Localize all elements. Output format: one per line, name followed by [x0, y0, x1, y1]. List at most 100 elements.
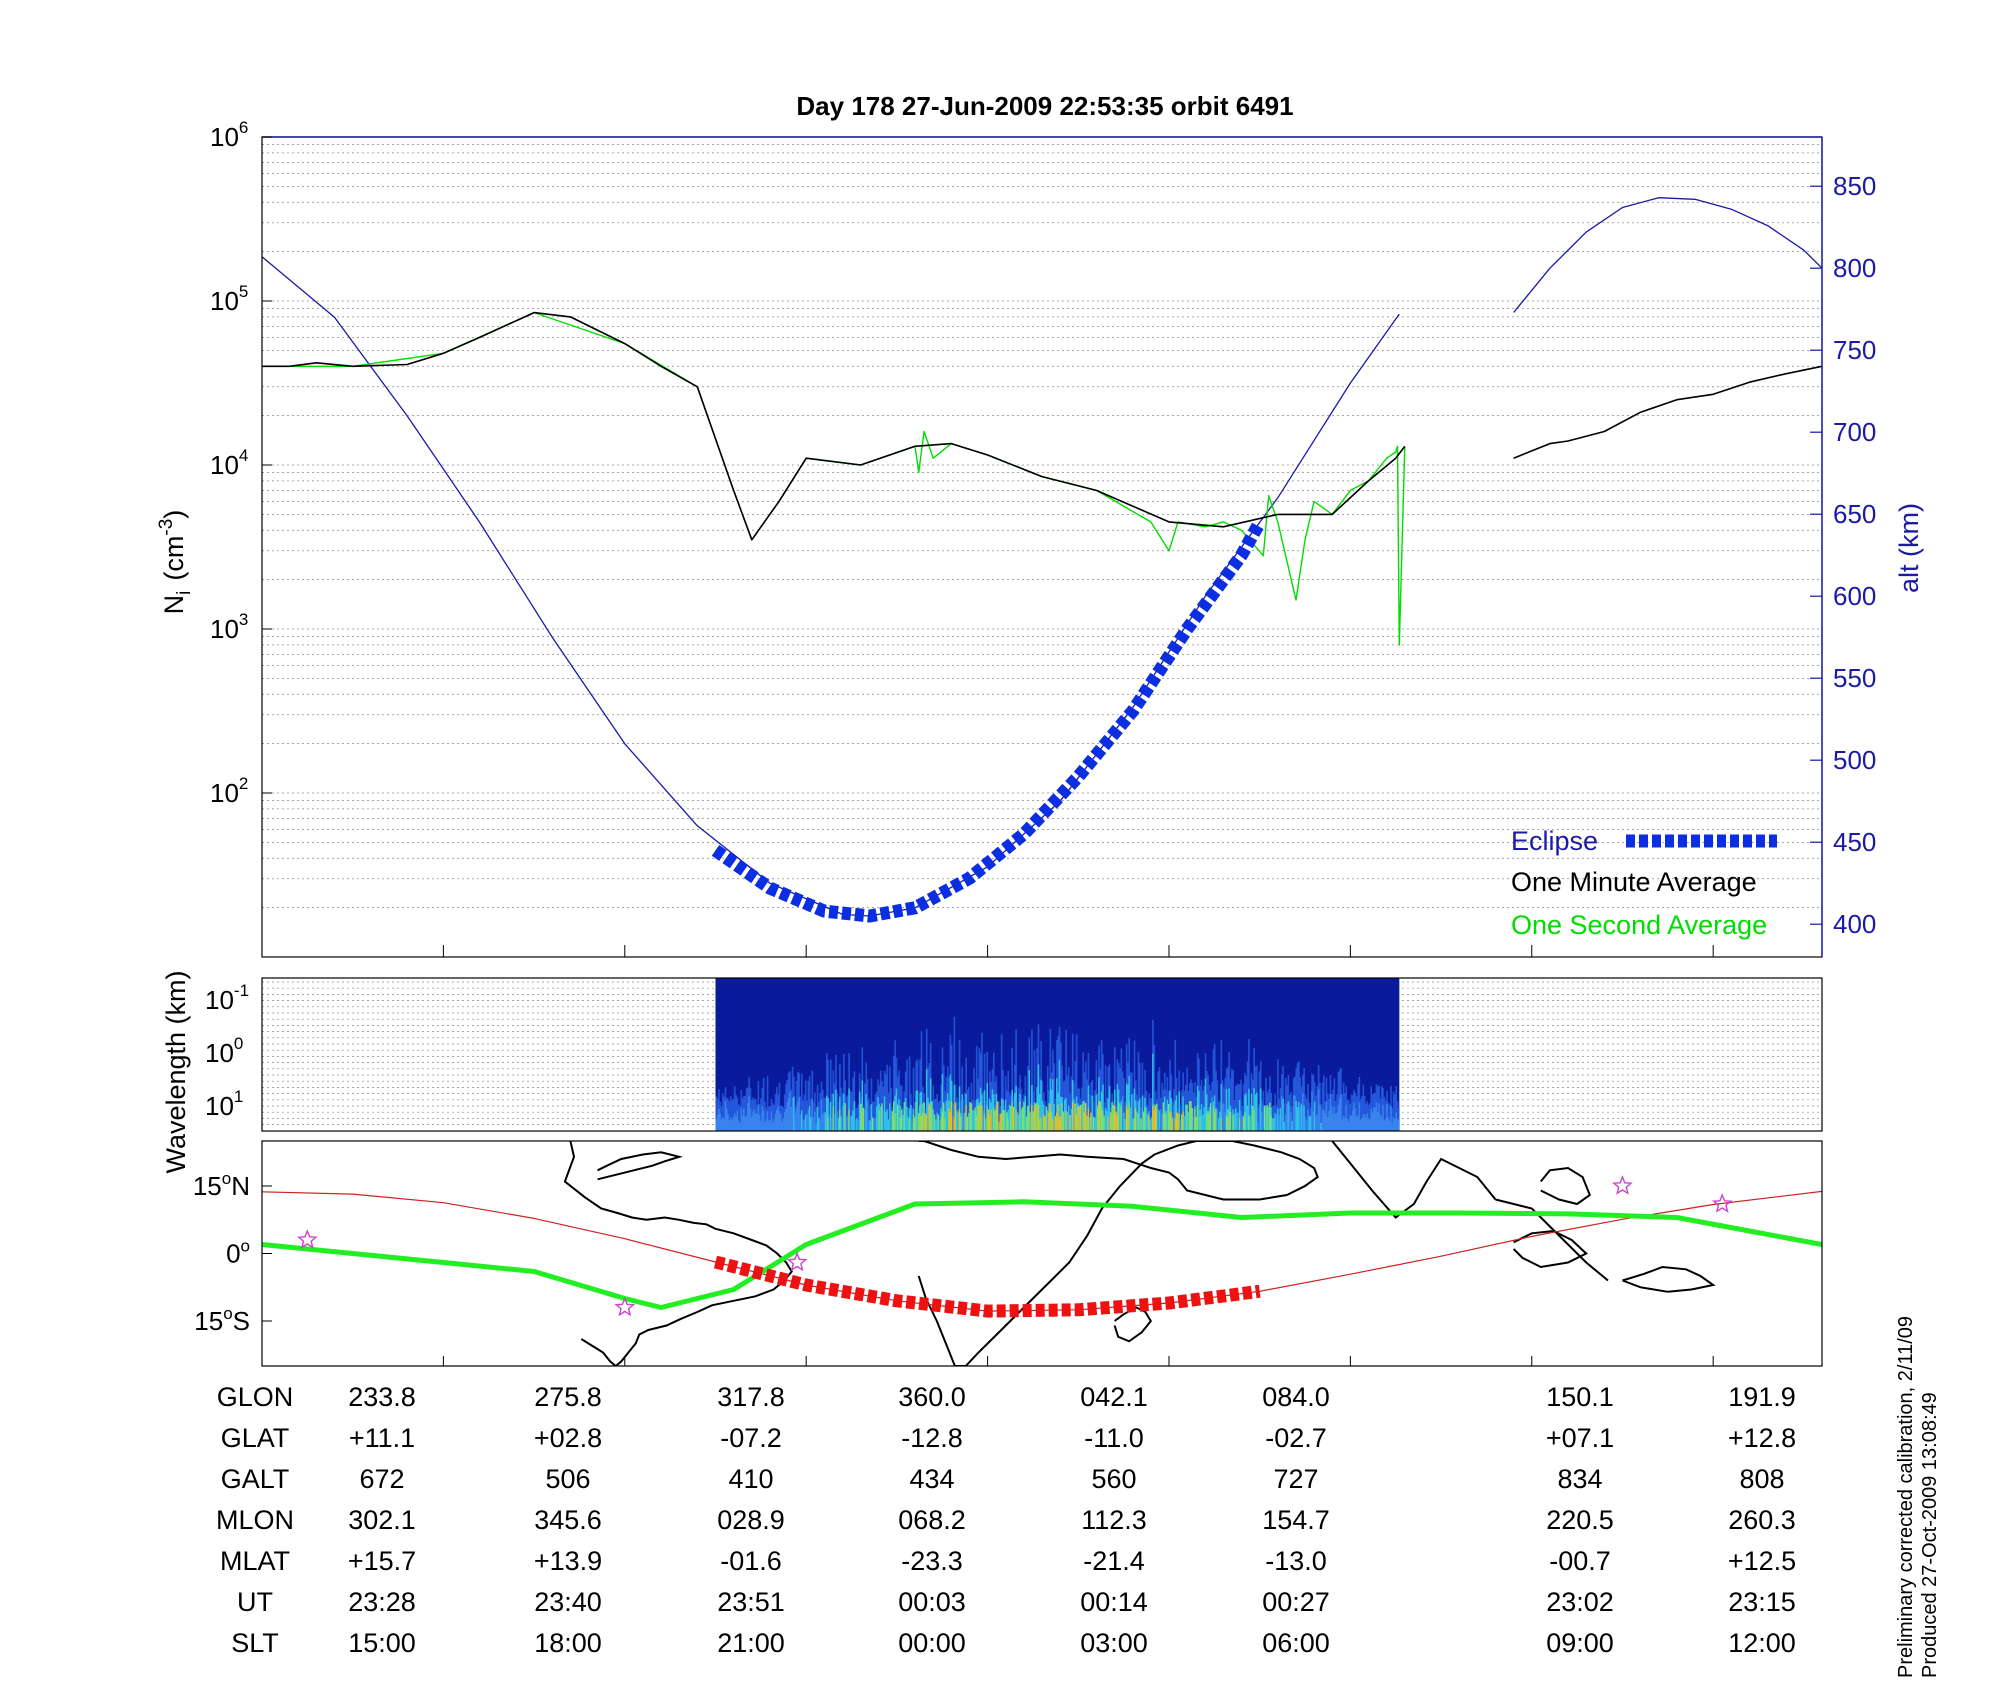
spectrogram-cell — [1132, 1118, 1134, 1131]
spectrogram-cell — [1374, 1107, 1376, 1131]
spectrogram-cell — [889, 1103, 891, 1131]
spectrogram-cell — [795, 1108, 798, 1131]
spectrogram-cell — [965, 1105, 967, 1131]
spectrogram-cell — [1296, 1062, 1299, 1131]
spectrogram-cell — [967, 1112, 970, 1131]
spectrogram-cell — [1138, 1098, 1141, 1131]
spectrogram-cell — [744, 1095, 747, 1131]
spectrogram-cell — [825, 1053, 828, 1131]
spectrogram-cell — [1170, 1111, 1173, 1131]
spectrogram-cell — [891, 1111, 894, 1131]
spectrogram-cell — [1337, 1105, 1340, 1131]
spectrogram-cell — [935, 1119, 937, 1131]
info-cell: 191.9 — [1728, 1382, 1796, 1412]
spectrogram-cell — [1358, 1102, 1361, 1131]
spectrogram-cell — [1127, 1109, 1129, 1131]
spectrogram-cell — [902, 1115, 904, 1131]
spectrogram-cell — [1361, 1118, 1363, 1131]
spectrogram-cell — [1011, 1047, 1014, 1131]
ground-track-line — [262, 1190, 1822, 1312]
spectrogram-cell — [785, 1084, 787, 1131]
spectrogram-cell — [1085, 1061, 1087, 1131]
spectrogram-cell — [1387, 1102, 1390, 1131]
altitude-y-tick-label: 500 — [1833, 745, 1876, 775]
spectrogram-cell — [883, 1096, 886, 1131]
spectrogram-cell — [1216, 1079, 1219, 1131]
spectrogram-cell — [1344, 1092, 1346, 1131]
spectrogram-cell — [1398, 1120, 1400, 1131]
spectrogram-cell — [1056, 1078, 1058, 1131]
spectrogram-cell — [958, 1109, 961, 1131]
spectrogram-cell — [1394, 1119, 1396, 1131]
spectrogram-cell — [1304, 1094, 1307, 1131]
spectrogram-cell — [1382, 1105, 1384, 1131]
spectrogram-cell — [1186, 1067, 1188, 1131]
spectrogram-cell — [1146, 1114, 1149, 1131]
spectrogram-cell — [1060, 1042, 1062, 1131]
spectrogram-cell — [862, 1107, 865, 1131]
info-cell: 112.3 — [1081, 1505, 1147, 1535]
spectrogram-cell — [879, 1070, 882, 1131]
spectrogram-cell — [956, 1110, 958, 1131]
altitude-line-segment-2 — [1513, 197, 1823, 313]
spectrogram-cell — [1300, 1103, 1303, 1131]
spectrogram-cell — [1062, 1081, 1065, 1131]
density-panel: Day 178 27-Jun-2009 22:53:35 orbit 6491 … — [156, 91, 1924, 958]
spectrogram-cell — [1046, 1110, 1049, 1131]
info-cell: 15:00 — [348, 1628, 416, 1658]
spectrogram-cell — [1173, 1105, 1175, 1131]
spectrogram-cell — [739, 1122, 741, 1131]
spectrogram-cell — [793, 1096, 795, 1131]
spectrogram-cell — [1292, 1094, 1295, 1131]
spectrogram-cell — [1229, 1112, 1232, 1131]
info-cell: 068.2 — [898, 1505, 966, 1535]
spectrogram-cell — [1073, 1099, 1075, 1131]
spectrogram-cell — [1237, 1083, 1240, 1131]
spectrogram-cell — [1040, 1080, 1042, 1131]
spectrogram-cell — [1284, 1114, 1287, 1131]
spectrogram-cell — [1273, 1105, 1275, 1131]
spectrogram-cell — [757, 1104, 760, 1131]
spectrogram-cell — [1198, 1090, 1200, 1131]
spectrogram-cell — [1253, 1109, 1255, 1131]
spectrogram-cell — [1087, 1085, 1090, 1131]
spectrogram-cell — [944, 1117, 946, 1131]
spectrogram-cell — [998, 1101, 1000, 1131]
spectrogram-cell — [740, 1108, 743, 1131]
spectrogram-cell — [1098, 1101, 1100, 1131]
spectrogram-cell — [1086, 1079, 1088, 1131]
spectrogram-cell — [1116, 1084, 1119, 1131]
spectrogram-cell — [894, 1040, 896, 1131]
spectrogram-cell — [1362, 1114, 1365, 1131]
spectrogram-cell — [804, 1080, 807, 1131]
spectrogram-cell — [893, 1055, 895, 1131]
altitude-y-tick-label: 400 — [1833, 909, 1876, 939]
spectrogram-cell — [764, 1101, 766, 1131]
info-cell: 434 — [909, 1464, 955, 1494]
spectrogram-cell — [747, 1102, 749, 1131]
spectrogram-cell — [1295, 1100, 1298, 1131]
spectrogram-cell — [962, 1113, 965, 1131]
spectrogram-cell — [816, 1106, 819, 1131]
spectrogram-cell — [1127, 1084, 1129, 1131]
spectrogram-cell — [1119, 1068, 1121, 1131]
spectrogram-cell — [1113, 1106, 1116, 1131]
spectrogram-cell — [1053, 1063, 1056, 1131]
spectrogram-cell — [929, 1078, 932, 1131]
info-cell: +15.7 — [347, 1546, 417, 1576]
spectrogram-cell — [933, 1114, 936, 1131]
spectrogram-cell — [928, 1104, 931, 1131]
spectrogram-cell — [931, 1101, 933, 1131]
wavelength-y-axis-label: Wavelength (km) — [161, 970, 191, 1173]
spectrogram-cell — [756, 1113, 758, 1131]
density-y-tick-label: 106 — [210, 118, 248, 152]
spectrogram-cell — [1321, 1082, 1324, 1131]
spectrogram-cell — [1320, 1122, 1323, 1131]
spectrogram-cell — [854, 1119, 857, 1131]
spectrogram-cell — [1082, 1052, 1085, 1131]
coastline — [1622, 1265, 1716, 1293]
spectrogram-cell — [735, 1094, 737, 1131]
orbit-info-table: GLON 233.8 275.8 317.8 360.0 042.1 084.0 150.1 1… — [200, 1382, 1860, 1669]
spectrogram-cell — [729, 1117, 732, 1131]
spectrogram-cell — [1245, 1093, 1248, 1131]
